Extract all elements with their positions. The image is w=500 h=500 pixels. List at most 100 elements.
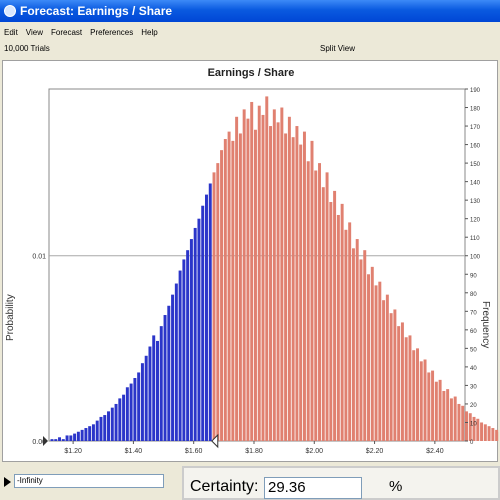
histogram-bar: [491, 428, 495, 441]
histogram-bar: [107, 411, 110, 441]
histogram-bar: [182, 259, 186, 441]
histogram-bar: [163, 315, 167, 441]
histogram-bar: [276, 122, 280, 442]
menu-edit[interactable]: Edit: [4, 27, 18, 37]
histogram-bar: [389, 313, 393, 441]
left-tick-label: 0.01: [32, 254, 46, 261]
histogram-bar: [291, 137, 295, 441]
histogram-bar: [152, 335, 156, 441]
histogram-bar: [95, 420, 99, 441]
histogram-bar: [261, 114, 265, 442]
left-marker-icon: [43, 436, 48, 446]
menu-preferences[interactable]: Preferences: [90, 27, 134, 37]
histogram-bar: [186, 250, 190, 441]
certainty-input[interactable]: 29.36: [264, 477, 362, 499]
x-tick-label: $2.40: [426, 448, 444, 455]
histogram-bar: [427, 372, 431, 441]
right-tick-label: 90: [470, 273, 477, 279]
histogram-bar: [483, 424, 487, 441]
histogram-bar: [442, 390, 446, 441]
chart-frame: Earnings / Share Probability Frequency 0…: [2, 60, 499, 462]
histogram-bar: [419, 361, 423, 441]
histogram-bar: [453, 396, 457, 441]
x-tick-label: $1.60: [185, 448, 203, 455]
histogram-bar: [54, 439, 58, 441]
histogram-bar: [69, 435, 73, 441]
histogram-bar: [280, 107, 284, 442]
menu-help[interactable]: Help: [141, 27, 158, 37]
arrow-right-icon[interactable]: [2, 476, 12, 488]
histogram-bar: [242, 109, 246, 441]
certainty-panel: Certainty: 29.36 %: [182, 466, 500, 500]
histogram-bar: [306, 161, 310, 441]
right-tick-label: 10: [470, 421, 477, 427]
histogram-bar: [269, 126, 273, 441]
histogram-bar: [125, 387, 129, 441]
right-tick-label: 30: [470, 384, 477, 390]
histogram-bar: [129, 383, 133, 441]
histogram-bar: [76, 431, 80, 441]
histogram-bar: [416, 348, 419, 441]
histogram-bar: [325, 172, 329, 442]
right-tick-label: 160: [470, 144, 481, 150]
trials-count: 10,000 Trials: [4, 44, 50, 53]
histogram-bar: [302, 131, 306, 441]
histogram-bar: [438, 379, 442, 441]
histogram-bar: [178, 270, 182, 441]
histogram-bar: [393, 309, 397, 441]
x-tick-label: $1.40: [125, 448, 143, 455]
histogram-bar: [174, 283, 178, 441]
histogram-bar: [250, 101, 254, 442]
histogram-bar: [58, 437, 62, 441]
histogram-bar: [238, 133, 242, 441]
histogram-bar: [295, 126, 299, 441]
histogram-bar: [299, 144, 303, 441]
menu-forecast[interactable]: Forecast: [51, 27, 83, 37]
histogram-bar: [457, 403, 461, 441]
histogram-bar: [321, 187, 325, 441]
menu-view[interactable]: View: [25, 27, 43, 37]
histogram-bar: [449, 398, 453, 441]
histogram-bar: [336, 214, 340, 441]
histogram-bar: [367, 274, 370, 441]
histogram-bar: [246, 118, 250, 442]
certainty-label: Certainty:: [190, 478, 259, 495]
histogram-bar: [208, 183, 212, 442]
histogram-bar: [333, 190, 337, 441]
histogram-bar: [137, 372, 141, 441]
histogram-bar: [156, 340, 159, 441]
histogram-bar: [122, 394, 126, 441]
title-bar[interactable]: Forecast: Earnings / Share: [0, 0, 500, 22]
histogram-bar: [374, 285, 378, 441]
histogram-bar: [314, 170, 318, 441]
histogram-bar: [272, 109, 276, 441]
status-bar: -Infinity Certainty: 29.36 %: [0, 466, 500, 500]
histogram-bar: [310, 140, 314, 441]
histogram-bar: [227, 131, 231, 441]
histogram-bar: [133, 378, 137, 441]
split-marker-icon: [211, 433, 219, 449]
histogram-chart: 0 10 20 30 40 50 60 70 80 90 100 110 120 130 140 150 160…: [32, 88, 499, 455]
left-value-input[interactable]: -Infinity: [14, 474, 164, 488]
histogram-bar: [446, 389, 450, 441]
histogram-bar: [476, 418, 480, 441]
histogram-bar: [348, 222, 352, 441]
histogram-bar: [355, 239, 359, 441]
histogram-bar: [465, 411, 468, 441]
right-tick-label: 0: [470, 440, 474, 446]
histogram-bar: [472, 416, 476, 441]
histogram-bar: [359, 259, 363, 441]
right-tick-label: 110: [470, 236, 480, 242]
histogram-bar: [329, 202, 333, 441]
right-tick-label: 60: [470, 329, 477, 335]
histogram-bar: [257, 105, 261, 442]
histogram-bar: [197, 218, 201, 441]
histogram-bar: [397, 326, 401, 441]
histogram-bar: [495, 429, 499, 441]
histogram-bar: [363, 250, 367, 441]
histogram-bar: [212, 172, 216, 442]
x-tick-label: $2.20: [366, 448, 384, 455]
histogram-bar: [99, 416, 103, 441]
histogram-bar: [351, 248, 355, 441]
split-view-label[interactable]: Split View: [320, 44, 355, 53]
